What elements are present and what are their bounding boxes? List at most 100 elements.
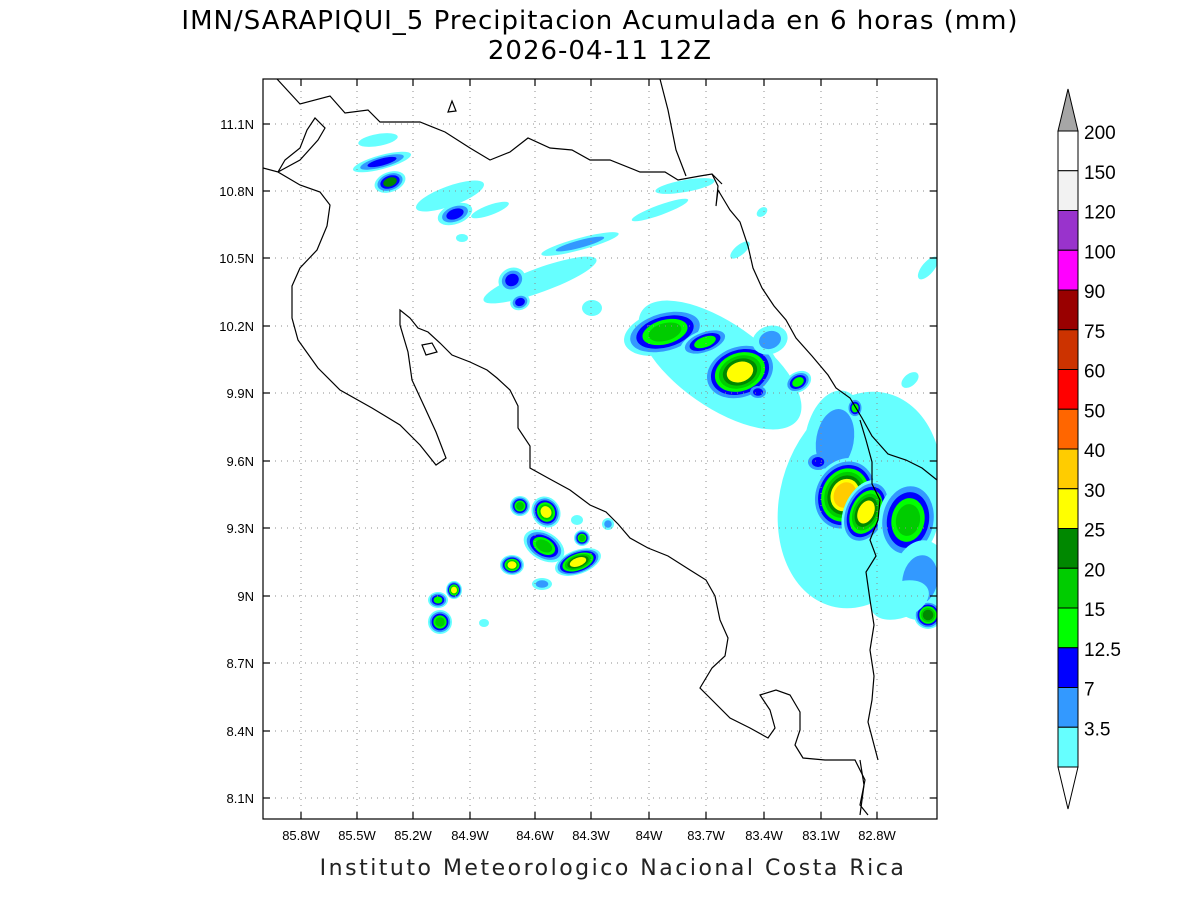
lon-tick-label: 85.8W xyxy=(282,828,320,843)
lon-tick-label: 83.4W xyxy=(745,828,783,843)
precip-cell xyxy=(433,596,443,604)
precip-cell xyxy=(569,557,587,567)
chart-title: IMN/SARAPIQUI_5 Precipitacion Acumulada … xyxy=(181,6,1019,36)
precip-cell xyxy=(895,504,921,536)
legend-label: 75 xyxy=(1084,322,1105,343)
legend-label: 40 xyxy=(1084,441,1105,462)
legend-swatch xyxy=(1057,607,1079,649)
precip-cell xyxy=(655,178,715,194)
lake-islet xyxy=(447,99,457,113)
precip-cell xyxy=(730,241,750,259)
precip-cell xyxy=(367,156,397,168)
lat-tick-label: 11.1N xyxy=(220,117,254,132)
map-frame xyxy=(262,78,938,820)
lat-tick-label: 10.8N xyxy=(219,184,254,199)
precip-cell xyxy=(446,208,464,220)
precip-cell xyxy=(726,361,754,383)
precip-cell xyxy=(901,372,919,388)
legend-swatch xyxy=(1057,647,1079,688)
precip-cell xyxy=(515,297,525,307)
lat-tick-label: 8.7N xyxy=(227,656,254,671)
precip-cell xyxy=(571,515,583,525)
caribbean-coast xyxy=(711,173,937,481)
legend-swatch xyxy=(1057,369,1079,410)
burica-peninsula xyxy=(859,759,865,816)
lon-tick-label: 83.7W xyxy=(687,828,725,843)
precip-cell xyxy=(540,506,552,518)
lon-tick-label: 85.2W xyxy=(394,828,432,843)
precip-cell xyxy=(694,335,716,349)
legend-label: 12.5 xyxy=(1084,640,1121,661)
graticule xyxy=(263,79,937,819)
legend-swatch xyxy=(1057,488,1079,529)
precip-cell xyxy=(479,619,489,627)
lat-tick-label: 9.9N xyxy=(227,386,254,401)
legend-swatch xyxy=(1057,130,1079,172)
precip-cell xyxy=(507,561,517,569)
lat-tick-label: 10.5N xyxy=(219,251,254,266)
precip-cell xyxy=(505,273,519,287)
precip-cell xyxy=(648,322,682,342)
precip-cell xyxy=(756,207,768,217)
lat-tick-label: 8.4N xyxy=(227,724,254,739)
precip-cell xyxy=(811,457,825,467)
legend-swatch xyxy=(1057,687,1079,728)
legend-swatch xyxy=(1057,170,1079,211)
precip-cell xyxy=(471,201,509,219)
precip-cell xyxy=(358,133,398,147)
precip-cell xyxy=(815,409,855,471)
precip-cell xyxy=(917,256,937,280)
legend-label: 3.5 xyxy=(1084,719,1110,740)
precip-cell xyxy=(582,300,602,316)
lon-tick-label: 84W xyxy=(636,828,663,843)
precip-cell xyxy=(631,198,689,222)
lat-tick-label: 9.3N xyxy=(227,521,254,536)
legend-swatch xyxy=(1057,289,1079,331)
legend-label: 100 xyxy=(1084,242,1116,263)
precip-cell xyxy=(383,177,397,187)
gulf-island xyxy=(421,342,438,356)
precip-cell xyxy=(535,580,549,588)
coastlines-borders xyxy=(263,79,937,816)
lon-tick-label: 85.5W xyxy=(338,828,376,843)
precip-cell xyxy=(451,586,457,594)
precip-cell xyxy=(753,388,763,396)
legend-swatch xyxy=(1057,448,1079,490)
legend-bottom-arrow xyxy=(1057,766,1079,810)
nicaragua-border xyxy=(276,79,723,185)
legend-label: 15 xyxy=(1084,600,1105,621)
legend-swatch xyxy=(1057,567,1079,609)
legend-label: 200 xyxy=(1084,123,1116,144)
pacific-coast-guanacaste xyxy=(263,117,869,816)
lon-tick-label: 82.8W xyxy=(858,828,896,843)
legend-label: 60 xyxy=(1084,362,1105,383)
precip-cell xyxy=(456,234,468,242)
legend-top-arrow xyxy=(1057,88,1079,132)
lon-tick-label: 84.9W xyxy=(451,828,489,843)
lat-tick-label: 9.6N xyxy=(227,454,254,469)
lat-tick-label: 10.2N xyxy=(219,319,254,334)
legend-swatch xyxy=(1057,726,1079,768)
lon-tick-label: 84.3W xyxy=(572,828,610,843)
precip-cell xyxy=(516,502,524,510)
axis-ticks: 85.8W 85.5W 85.2W 84.9W 84.6W 84.3W 84W 83.7W 83… xyxy=(219,79,937,843)
precip-cell xyxy=(535,539,553,553)
northern-boundary xyxy=(659,79,687,177)
legend-label: 120 xyxy=(1084,203,1116,224)
precip-cell xyxy=(792,377,804,387)
precip-cell xyxy=(604,520,612,528)
lat-tick-label: 9N xyxy=(237,589,254,604)
legend-label: 90 xyxy=(1084,282,1105,303)
precip-cell xyxy=(578,534,586,542)
precip-cell xyxy=(415,180,485,212)
legend-swatch xyxy=(1057,408,1079,450)
legend-label: 30 xyxy=(1084,481,1105,502)
precip-cell xyxy=(857,500,875,524)
chart-subtitle-datetime: 2026-04-11 12Z xyxy=(487,36,713,66)
legend-swatch xyxy=(1057,210,1079,251)
footer-credit: Instituto Meteorologico Nacional Costa R… xyxy=(319,856,907,881)
legend-label: 50 xyxy=(1084,401,1105,422)
precip-cell xyxy=(435,617,445,627)
